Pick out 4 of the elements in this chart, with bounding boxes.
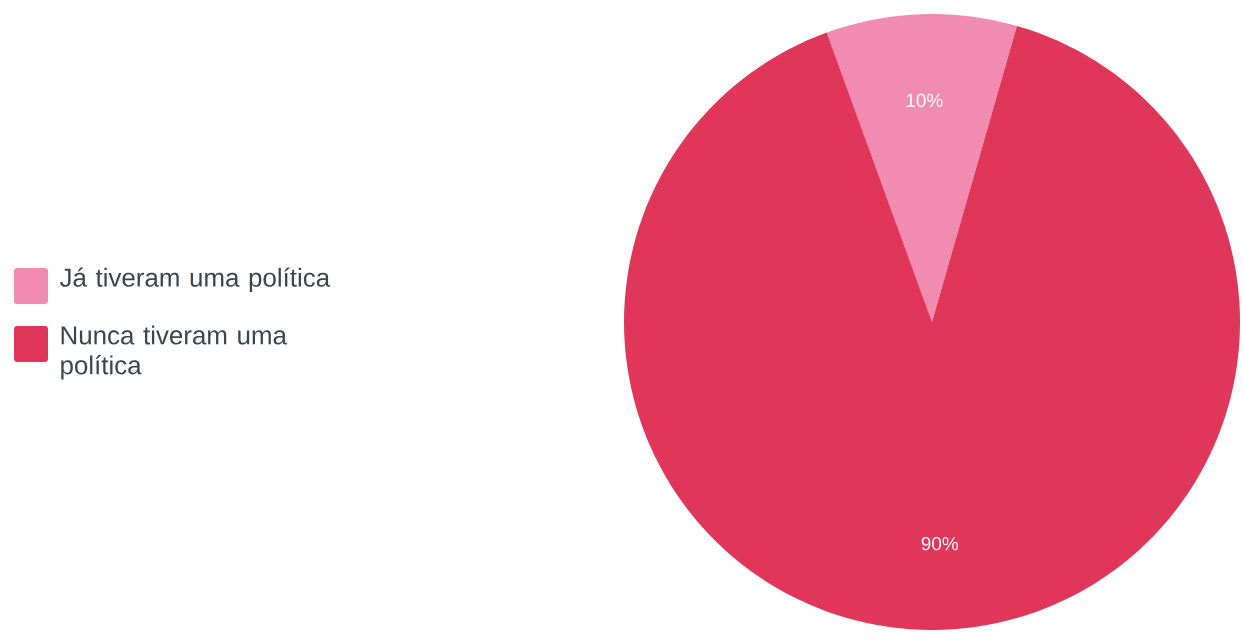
- legend-label: Nunca tiveram uma política: [61, 325, 287, 380]
- data-label: 10%: [906, 93, 943, 108]
- legend-label: Já tiveram uma política: [59, 267, 331, 292]
- data-label: 90%: [921, 536, 959, 551]
